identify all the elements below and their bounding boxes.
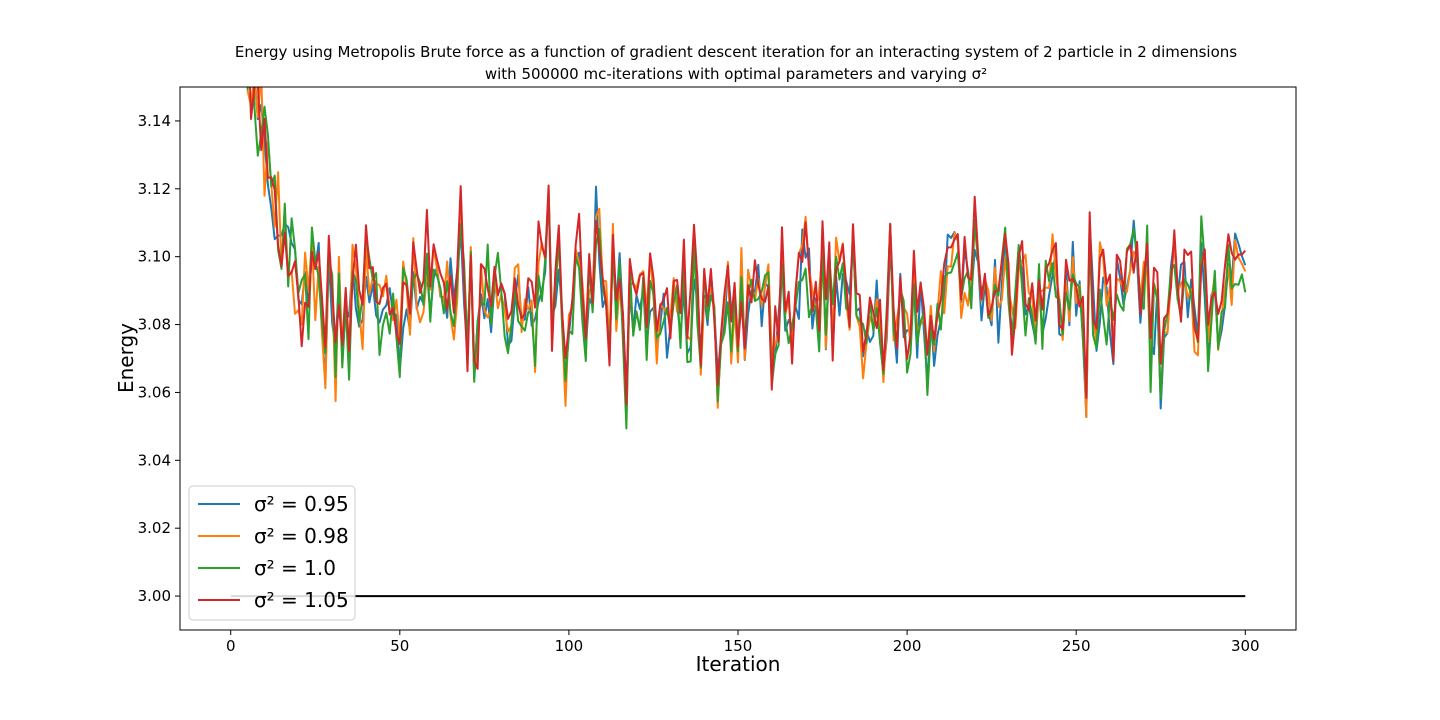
- y-tick-label: 3.04: [138, 451, 171, 469]
- x-tick-label: 50: [390, 637, 409, 655]
- y-axis: 3.00 3.02 3.04 3.06 3.08 3.10 3.12 3.14: [138, 112, 180, 605]
- y-tick-label: 3.08: [138, 316, 171, 334]
- legend: σ² = 0.95 σ² = 0.98 σ² = 1.0 σ² = 1.05: [188, 485, 356, 621]
- x-tick-label: 200: [893, 637, 922, 655]
- y-tick-label: 3.12: [138, 180, 171, 198]
- x-tick-label: 250: [1062, 637, 1091, 655]
- x-axis: 0 50 100 150 200 250 300: [226, 630, 1260, 655]
- y-tick-label: 3.02: [138, 519, 171, 537]
- x-tick-label: 100: [555, 637, 584, 655]
- chart-title-line1: Energy using Metropolis Brute force as a…: [235, 43, 1237, 61]
- x-tick-label: 0: [226, 637, 236, 655]
- x-tick-label: 150: [724, 637, 753, 655]
- series-line: [249, 87, 1247, 406]
- legend-box: [188, 485, 356, 621]
- x-tick-label: 300: [1231, 637, 1260, 655]
- x-axis-label: Iteration: [696, 652, 781, 676]
- legend-label: σ² = 0.95: [254, 492, 349, 516]
- legend-label: σ² = 0.98: [254, 524, 349, 548]
- chart-title-line2: with 500000 mc-iterations with optimal p…: [485, 65, 987, 83]
- y-tick-label: 3.00: [138, 587, 171, 605]
- y-axis-label: Energy: [114, 323, 138, 393]
- y-tick-label: 3.10: [138, 248, 171, 266]
- series-line: [246, 87, 1247, 419]
- legend-label: σ² = 1.05: [254, 588, 349, 612]
- y-tick-label: 3.14: [138, 112, 171, 130]
- series-group: [246, 87, 1247, 430]
- y-tick-label: 3.06: [138, 383, 171, 401]
- legend-label: σ² = 1.0: [254, 556, 336, 580]
